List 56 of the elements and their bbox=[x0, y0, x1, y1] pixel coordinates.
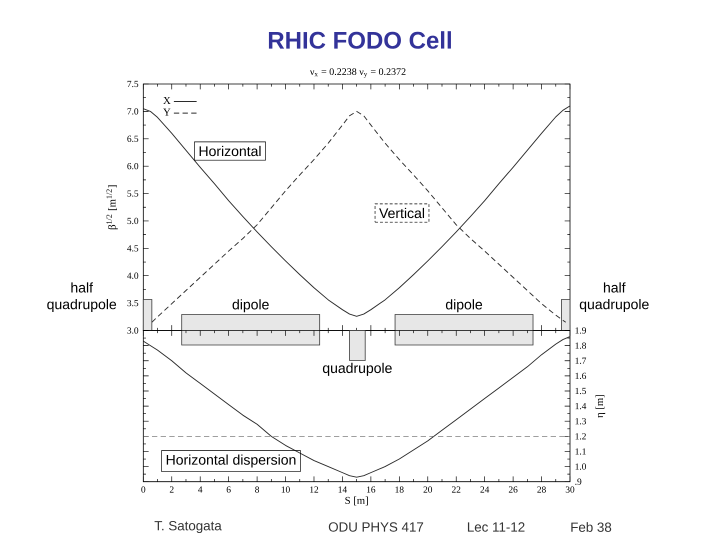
y-tick-label: 4.5 bbox=[127, 245, 138, 252]
y-axis-title: β$^{1/2}$ [m$^{1/2}$] bbox=[106, 185, 118, 230]
y-tick-label: 6.5 bbox=[127, 136, 138, 142]
band-label: half quadrupole bbox=[47, 282, 116, 312]
y-tick-label: 4.0 bbox=[127, 272, 138, 279]
y2-tick-label: 1.6 bbox=[576, 372, 586, 380]
band-label: dipole bbox=[232, 299, 269, 312]
x-tick-label: 2 bbox=[170, 486, 174, 493]
y2-tick-label: 1.7 bbox=[576, 358, 586, 364]
x-tick-label: 12 bbox=[310, 486, 318, 493]
x-tick-label: 18 bbox=[395, 486, 404, 493]
x-tick-label: 6 bbox=[226, 486, 231, 493]
chart-title: RHIC FODO Cell bbox=[268, 31, 451, 49]
y2-tick-label: .9 bbox=[575, 478, 582, 485]
legend-label: Y bbox=[163, 108, 170, 116]
x-tick-label: 24 bbox=[480, 486, 490, 493]
annotation: Vertical bbox=[379, 208, 424, 218]
y2-axis-title: η [m] bbox=[596, 395, 606, 418]
y2-tick-label: 1.0 bbox=[576, 463, 586, 470]
y-tick-label: 7.5 bbox=[128, 80, 138, 88]
annotation: Horizontal bbox=[200, 146, 261, 156]
band-label: quadrupole bbox=[322, 362, 392, 376]
text: ODU PHYS 417 bbox=[328, 522, 424, 532]
x-axis-title: S [m] bbox=[345, 496, 368, 506]
x-tick-label: 20 bbox=[424, 486, 432, 493]
y2-tick-label: 1.4 bbox=[576, 402, 586, 410]
x-tick-label: 16 bbox=[367, 486, 376, 493]
text: Lec 11-12 bbox=[468, 522, 524, 532]
y2-tick-label: 1.2 bbox=[576, 433, 586, 440]
x-tick-label: 14 bbox=[338, 486, 347, 493]
x-tick-label: 4 bbox=[198, 486, 202, 493]
y-tick-label: 5.0 bbox=[127, 218, 138, 224]
y2-tick-label: 1.9 bbox=[576, 327, 586, 334]
legend-label: X bbox=[163, 96, 171, 104]
annotation: Horizontal dispersion bbox=[166, 454, 296, 468]
text: Feb 38 bbox=[571, 522, 612, 532]
text: T. Satogata bbox=[154, 520, 222, 534]
x-tick-label: 8 bbox=[255, 486, 260, 493]
y2-tick-label: 1.1 bbox=[576, 448, 586, 455]
chart-subtitle: ν$_{x}$ = 0.2238 ν$_{y}$ = 0.2372 bbox=[310, 68, 406, 78]
x-tick-label: 0 bbox=[141, 486, 146, 493]
y-tick-label: 5.5 bbox=[127, 190, 138, 197]
x-tick-label: 28 bbox=[537, 486, 546, 493]
x-tick-label: 10 bbox=[282, 486, 290, 493]
x-tick-label: 30 bbox=[566, 486, 574, 493]
x-tick-label: 26 bbox=[508, 486, 518, 493]
band-label: dipole bbox=[446, 299, 482, 312]
y-tick-label: 3.5 bbox=[127, 300, 138, 306]
y2-tick-label: 1.3 bbox=[576, 418, 586, 424]
x-tick-label: 22 bbox=[452, 486, 460, 493]
y-tick-label: 6.0 bbox=[127, 162, 138, 170]
y-tick-label: 3.0 bbox=[127, 327, 138, 334]
y2-tick-label: 1.5 bbox=[576, 388, 586, 394]
band-label: half quadrupole bbox=[580, 282, 649, 312]
y2-tick-label: 1.8 bbox=[576, 342, 586, 349]
y-tick-label: 7.0 bbox=[128, 108, 138, 115]
